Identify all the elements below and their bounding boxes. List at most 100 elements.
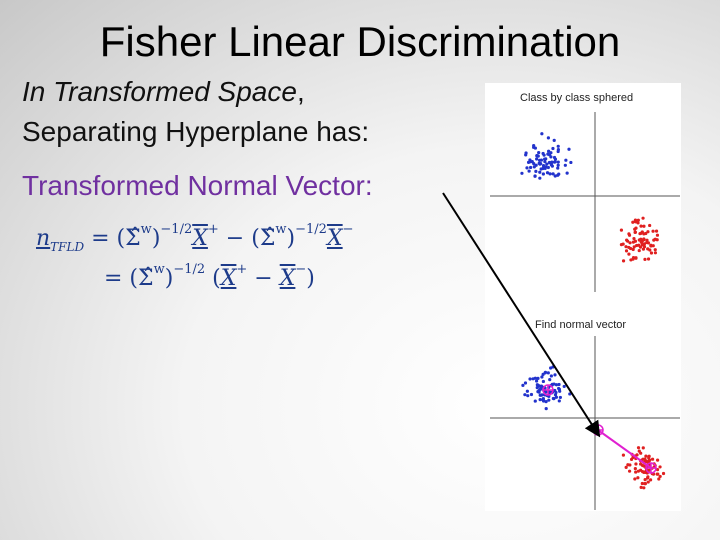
dot (646, 230, 650, 234)
dot (544, 165, 548, 169)
dot (553, 160, 557, 164)
dot (621, 453, 626, 457)
dot (520, 171, 524, 175)
dot (642, 470, 646, 475)
dot (538, 398, 542, 402)
dot (641, 216, 645, 220)
dot (533, 174, 537, 178)
text-line: In Transformed Space, (22, 76, 305, 108)
dot (658, 474, 662, 479)
dot (557, 386, 561, 391)
dot (551, 146, 555, 151)
dot (534, 379, 539, 383)
dot (632, 245, 636, 249)
dot (653, 251, 658, 255)
f-token: Σ̂ (125, 226, 141, 251)
dot (548, 378, 552, 382)
dot (549, 366, 553, 370)
dot (624, 465, 628, 470)
dot (552, 396, 556, 401)
dot (628, 241, 632, 245)
dot (544, 400, 548, 404)
dot (536, 376, 540, 381)
dot (527, 169, 531, 173)
dot (544, 157, 548, 161)
f-token: X (326, 226, 343, 251)
dot (541, 172, 545, 176)
formula-line: = (Σ̂w)−1/2 (X+ − X−) (104, 262, 315, 291)
dot (523, 393, 527, 397)
f-token: X (279, 266, 296, 291)
dot (651, 244, 655, 248)
f-token: Σ̂ (259, 226, 276, 251)
dot (546, 371, 550, 375)
f-token: − (295, 262, 307, 277)
dot (646, 480, 650, 484)
dot (648, 248, 652, 252)
dot (654, 229, 659, 233)
dot (546, 136, 550, 140)
f-token: − ( (218, 226, 260, 251)
dot (556, 163, 560, 167)
dot (528, 160, 533, 164)
dot (639, 451, 643, 455)
dot (634, 470, 638, 474)
dot (549, 163, 553, 167)
dot (553, 393, 558, 397)
dot (539, 162, 543, 166)
dot (658, 465, 662, 469)
f-token: ) (306, 266, 315, 291)
dot (633, 227, 637, 231)
dot (638, 232, 642, 236)
dot (543, 160, 547, 164)
f-token: + (207, 222, 219, 237)
dot (661, 471, 666, 476)
dot (650, 457, 655, 461)
dot (641, 446, 645, 450)
dot (541, 166, 545, 171)
dot (567, 147, 571, 151)
dot (521, 383, 525, 387)
dot (636, 218, 640, 222)
dot (533, 399, 537, 403)
dot (640, 481, 644, 486)
dot (546, 152, 550, 156)
dot (547, 160, 552, 165)
dot (547, 398, 551, 402)
dot (624, 249, 629, 253)
dot (543, 371, 547, 375)
dot (540, 132, 544, 136)
slide-title: Fisher Linear Discrimination (99, 18, 621, 65)
dot (639, 468, 643, 472)
dot (621, 259, 626, 263)
dot (635, 453, 639, 457)
dot (551, 172, 555, 176)
dot (532, 165, 536, 169)
dot (538, 170, 542, 174)
dot (624, 245, 628, 249)
dot (652, 238, 656, 242)
f-token: = ( (104, 266, 139, 291)
dot (529, 392, 534, 397)
dot (629, 258, 633, 262)
dot (569, 160, 573, 165)
figure-panel (485, 83, 681, 511)
dot (545, 162, 549, 166)
dot (649, 243, 653, 247)
dot (643, 478, 647, 482)
dot (629, 457, 634, 462)
f-token: −1/2 (160, 222, 193, 237)
f-token: − (247, 266, 280, 291)
dot (646, 257, 651, 261)
f-token: ) (164, 266, 174, 291)
dot (535, 154, 539, 158)
dot (556, 144, 560, 148)
dot (529, 165, 533, 170)
dot (549, 374, 553, 378)
dot (631, 255, 636, 260)
dot (641, 247, 646, 251)
dot (642, 464, 646, 468)
f-token: X (192, 226, 208, 251)
dot (647, 458, 651, 463)
